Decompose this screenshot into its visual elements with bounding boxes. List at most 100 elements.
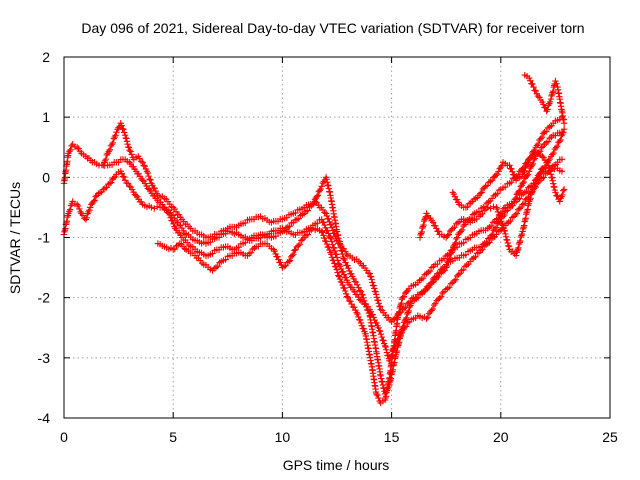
- data-point-marker: [121, 177, 129, 184]
- data-point-marker: [532, 177, 539, 184]
- data-point-marker: [377, 330, 385, 338]
- data-point-marker: [112, 132, 119, 139]
- data-point-marker: [420, 217, 428, 225]
- data-point-marker: [436, 294, 443, 302]
- data-point-marker: [360, 294, 367, 302]
- data-point-marker: [165, 210, 173, 217]
- data-point-marker: [334, 269, 341, 276]
- data-point-marker: [383, 349, 391, 356]
- data-point-marker: [502, 233, 510, 240]
- data-point-marker: [462, 251, 470, 258]
- data-point-marker: [432, 222, 439, 229]
- data-point-marker: [364, 307, 372, 314]
- y-tick-label: 1: [42, 109, 50, 125]
- data-point-marker: [330, 244, 338, 252]
- data-point-marker: [444, 259, 451, 266]
- data-point-marker: [421, 216, 428, 223]
- data-point-marker: [180, 227, 187, 235]
- data-point-marker: [403, 314, 410, 322]
- data-point-marker: [405, 307, 413, 315]
- data-point-marker: [492, 224, 500, 231]
- data-point-marker: [539, 153, 546, 160]
- data-point-marker: [329, 241, 336, 248]
- data-point-marker: [512, 252, 520, 259]
- data-point-marker: [110, 174, 117, 182]
- data-point-marker: [460, 266, 467, 274]
- data-point-marker: [340, 255, 347, 262]
- data-point-marker: [373, 294, 381, 301]
- data-point-marker: [343, 293, 351, 300]
- data-point-marker: [560, 187, 567, 194]
- data-point-marker: [296, 241, 304, 248]
- data-point-marker: [73, 144, 81, 151]
- data-point-marker: [530, 83, 537, 91]
- data-point-marker: [428, 307, 435, 314]
- data-point-marker: [123, 138, 131, 145]
- data-point-marker: [316, 187, 323, 194]
- data-point-marker: [530, 156, 538, 164]
- data-point-marker: [518, 232, 525, 239]
- data-point-marker: [356, 287, 363, 294]
- data-point-marker: [354, 310, 361, 318]
- data-point-marker: [125, 144, 133, 151]
- data-point-marker: [328, 254, 336, 261]
- data-point-marker: [452, 239, 459, 247]
- data-point-marker: [513, 210, 521, 217]
- data-point-marker: [383, 346, 390, 353]
- data-point-marker: [552, 189, 559, 196]
- data-point-marker: [362, 300, 369, 308]
- data-point-marker: [538, 166, 545, 173]
- data-point-marker: [333, 266, 341, 273]
- data-point-marker: [529, 184, 537, 191]
- data-point-marker: [529, 80, 536, 88]
- data-point-marker: [76, 205, 83, 213]
- data-point-marker: [399, 294, 406, 301]
- data-point-marker: [321, 209, 328, 216]
- y-tick-label: -4: [38, 410, 51, 426]
- data-point-marker: [527, 155, 535, 162]
- data-point-marker: [403, 288, 410, 296]
- data-point-marker: [502, 230, 509, 238]
- x-axis-label: GPS time / hours: [283, 457, 390, 473]
- data-point-marker: [512, 194, 520, 202]
- data-point-marker: [512, 211, 519, 218]
- data-point-marker: [521, 167, 528, 174]
- data-point-marker: [83, 214, 90, 221]
- data-point-marker: [181, 230, 189, 237]
- data-point-marker: [381, 342, 389, 349]
- data-point-marker: [560, 186, 568, 193]
- data-point-marker: [516, 187, 523, 194]
- data-point-marker: [292, 246, 299, 253]
- data-point-marker: [546, 98, 554, 106]
- data-point-marker: [170, 220, 177, 228]
- data-point-marker: [450, 190, 458, 198]
- data-point-marker: [350, 304, 358, 311]
- data-point-marker: [145, 186, 153, 193]
- data-point-marker: [66, 206, 74, 213]
- data-point-marker: [435, 228, 442, 235]
- series-track-d: [154, 129, 566, 407]
- data-point-marker: [375, 324, 382, 331]
- data-point-marker: [490, 203, 497, 210]
- data-point-marker: [429, 219, 437, 226]
- data-point-marker: [121, 132, 129, 139]
- data-point-marker: [144, 169, 152, 177]
- plot-frame: [63, 56, 611, 419]
- data-point-marker: [519, 201, 526, 208]
- data-point-marker: [530, 183, 537, 190]
- data-point-marker: [529, 188, 536, 195]
- data-point-marker: [501, 227, 508, 235]
- data-point-marker: [348, 270, 355, 278]
- data-point-marker: [369, 279, 376, 286]
- data-point-marker: [321, 221, 328, 229]
- data-point-marker: [487, 222, 495, 230]
- data-point-marker: [352, 278, 360, 286]
- x-tick-label: 20: [493, 429, 509, 445]
- data-point-marker: [526, 196, 534, 203]
- y-tick-label: 0: [42, 169, 50, 185]
- data-point-marker: [531, 180, 539, 187]
- data-point-marker: [533, 142, 541, 149]
- data-point-marker: [446, 284, 453, 291]
- data-point-marker: [533, 176, 541, 183]
- data-point-marker: [137, 158, 145, 165]
